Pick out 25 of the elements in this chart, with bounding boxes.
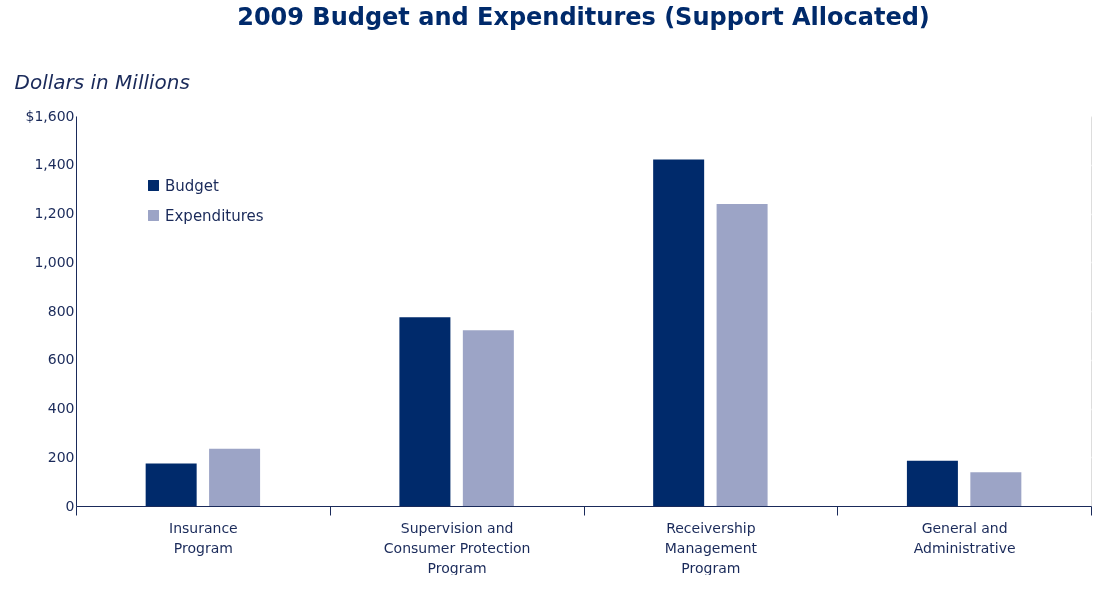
y-tick-label: 1,000 — [34, 253, 75, 270]
bar — [145, 463, 197, 506]
y-tick-label: 600 — [47, 351, 75, 368]
bar — [653, 159, 705, 506]
y-tick-label: 0 — [65, 497, 75, 514]
bar — [716, 203, 768, 506]
legend-label: Expenditures — [165, 206, 264, 225]
bar — [209, 448, 261, 506]
legend-label: Budget — [165, 176, 220, 195]
y-axis-title: Dollars in Millions — [14, 69, 190, 94]
bar — [399, 317, 451, 506]
y-tick-label: 1,200 — [34, 205, 75, 221]
y-tick-label: 800 — [47, 302, 75, 319]
x-tick-label: General and Administrative — [913, 519, 1016, 556]
y-tick-label: 200 — [47, 448, 75, 465]
bar — [462, 330, 514, 506]
bar — [970, 472, 1022, 506]
x-tick-label: Supervision and Consumer Protection Program — [383, 519, 531, 576]
y-tick-label: 1,400 — [34, 156, 75, 173]
x-tick-label: Insurance Program — [169, 519, 238, 556]
y-tick-label: $1,600 — [25, 107, 75, 124]
y-tick-label: 400 — [47, 400, 75, 416]
x-tick-label: Receivership Management Program — [664, 519, 758, 576]
bar — [906, 460, 958, 506]
chart-title: 2009 Budget and Expenditures (Support Allocated) — [237, 3, 930, 31]
